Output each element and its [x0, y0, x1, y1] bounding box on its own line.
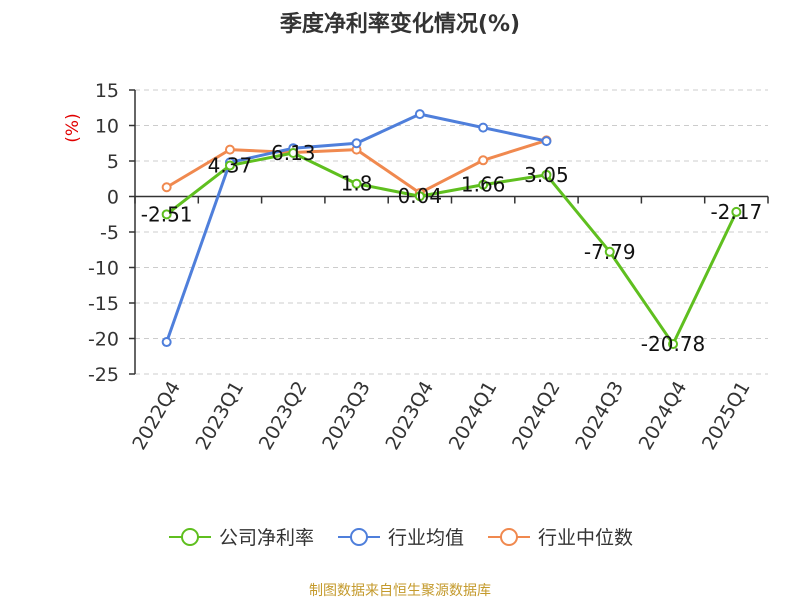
y-tick-label: -15 — [88, 293, 119, 315]
data-point-avg — [414, 109, 425, 120]
x-tick-label: 2023Q2 — [255, 378, 312, 454]
x-tick-label: 2024Q4 — [635, 378, 692, 454]
data-point-avg — [478, 122, 489, 133]
data-label-company: -7.79 — [584, 240, 636, 264]
legend-company-marker — [168, 527, 211, 546]
data-label-company: -2.17 — [710, 200, 762, 224]
data-point-company — [668, 339, 679, 350]
series-line-company — [165, 151, 738, 346]
x-tick-label: 2023Q3 — [318, 378, 375, 454]
data-label-company: 6.13 — [271, 141, 316, 165]
data-label-company: -2.51 — [141, 202, 193, 226]
legend-median-marker — [488, 527, 530, 546]
x-tick-label: 2022Q4 — [128, 378, 185, 454]
data-point-company — [224, 160, 235, 171]
data-point-company — [541, 169, 552, 180]
data-point-company — [161, 209, 172, 220]
data-point-company — [288, 147, 299, 158]
x-tick-label: 2025Q1 — [698, 378, 755, 454]
y-tick-label: 15 — [95, 80, 119, 102]
y-tick-label: -25 — [88, 364, 119, 386]
legend-item-avg[interactable]: 行业均值 — [336, 523, 464, 550]
x-tick-label: 2024Q2 — [508, 378, 565, 454]
y-tick-label: 0 — [107, 187, 119, 209]
data-point-company — [351, 178, 362, 189]
data-point-company — [731, 206, 742, 217]
data-point-median — [161, 182, 172, 193]
chart-title: 季度净利率变化情况(%) — [279, 12, 521, 37]
data-point-avg — [351, 138, 362, 149]
data-point-median — [224, 144, 235, 155]
data-label-company: 4.37 — [208, 153, 253, 177]
data-label-company: 0.04 — [398, 184, 443, 208]
y-tick-label: -5 — [100, 222, 119, 244]
x-tick-label: 2023Q4 — [381, 378, 438, 454]
data-point-company — [604, 246, 615, 257]
legend-label-company: 公司净利率 — [218, 527, 314, 549]
y-tick-label: 10 — [95, 116, 119, 138]
legend: 公司净利率 行业均值 行业中位数 — [0, 523, 800, 550]
x-tick-label: 2023Q1 — [192, 378, 249, 454]
x-tick-label: 2024Q1 — [445, 378, 502, 454]
data-point-median — [478, 155, 489, 166]
legend-avg-marker — [337, 527, 380, 546]
y-tick-label: -20 — [88, 329, 119, 351]
legend-label-avg: 行业均值 — [387, 527, 464, 549]
y-tick-label: 5 — [107, 151, 119, 173]
legend-item-median[interactable]: 行业中位数 — [486, 523, 633, 550]
data-point-avg — [541, 136, 552, 147]
y-axis-unit-label: (%) — [63, 113, 83, 142]
data-point-company — [414, 191, 425, 202]
x-tick-label: 2024Q3 — [571, 378, 628, 454]
data-point-avg — [161, 337, 172, 348]
data-label-company: 1.8 — [341, 172, 373, 196]
legend-item-company[interactable]: 公司净利率 — [167, 523, 314, 550]
data-label-company: 3.05 — [524, 163, 569, 187]
data-label-company: 1.66 — [461, 173, 506, 197]
y-tick-label: -10 — [88, 258, 119, 280]
legend-label-median: 行业中位数 — [538, 527, 634, 549]
data-label-company: -20.78 — [641, 332, 705, 356]
data-source-note: 制图数据来自恒生聚源数据库 — [309, 583, 491, 599]
data-point-company — [478, 179, 489, 190]
